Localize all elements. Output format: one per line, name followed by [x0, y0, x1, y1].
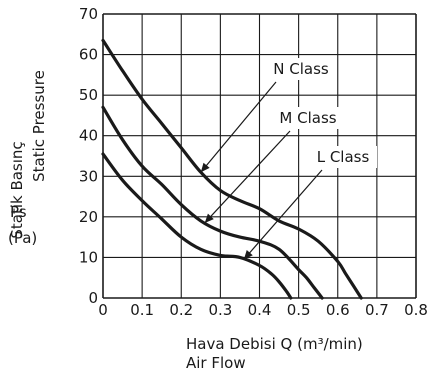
y-label-symbol: Ps	[10, 203, 27, 221]
annotation-label-background	[272, 107, 344, 129]
x-tick-labels: 0 0.1 0.2 0.3 0.4 0.5 0.6 0.7 0.8	[98, 301, 428, 319]
y-tick-label: 20	[79, 208, 98, 226]
l-class-curve	[101, 152, 293, 300]
y-tick-label: 10	[79, 248, 98, 266]
x-tick-label: 0.5	[287, 301, 311, 319]
annotation-arrowhead	[200, 162, 210, 173]
annotation-label: L Class	[317, 148, 370, 166]
annotation-arrowhead	[243, 250, 253, 260]
n-class-curve	[101, 38, 363, 300]
x-label-english: Air Flow	[186, 354, 246, 372]
annotation-label-background	[309, 146, 377, 168]
curves	[101, 38, 363, 300]
x-tick-label: 0.8	[404, 301, 428, 319]
y-label-english: Static Pressure	[30, 70, 48, 182]
annotation-arrowhead	[204, 213, 214, 223]
x-tick-label: 0	[98, 301, 108, 319]
x-tick-label: 0.7	[365, 301, 389, 319]
annotation-label: M Class	[279, 109, 336, 127]
x-tick-label: 0.1	[130, 301, 154, 319]
y-tick-labels: 0 10 20 30 40 50 60 70	[79, 5, 98, 307]
y-tick-label: 40	[79, 127, 98, 145]
x-tick-label: 0.3	[208, 301, 232, 319]
grid	[102, 13, 417, 299]
y-tick-label: 50	[79, 86, 98, 104]
annotation-arrow-line	[243, 169, 323, 260]
annotations: N Class M Class L Class	[200, 58, 377, 260]
y-tick-label: 30	[79, 167, 98, 185]
annotation-label: N Class	[273, 60, 329, 78]
y-tick-label: 70	[79, 5, 98, 23]
x-label-turkish: Hava Debisi Q (m³/min)	[186, 335, 363, 353]
y-label-turkish: Statik Basınç	[8, 141, 26, 238]
x-tick-label: 0.6	[326, 301, 350, 319]
m-class-curve	[101, 105, 324, 300]
x-tick-label: 0.4	[248, 301, 272, 319]
x-tick-label: 0.2	[169, 301, 193, 319]
annotation-arrow-line	[200, 81, 277, 173]
annotation-arrow-line	[204, 130, 291, 224]
y-tick-label: 0	[88, 289, 98, 307]
y-tick-label: 60	[79, 46, 98, 64]
y-label-unit: (Pa)	[8, 229, 37, 247]
annotation-label-background	[266, 58, 336, 80]
